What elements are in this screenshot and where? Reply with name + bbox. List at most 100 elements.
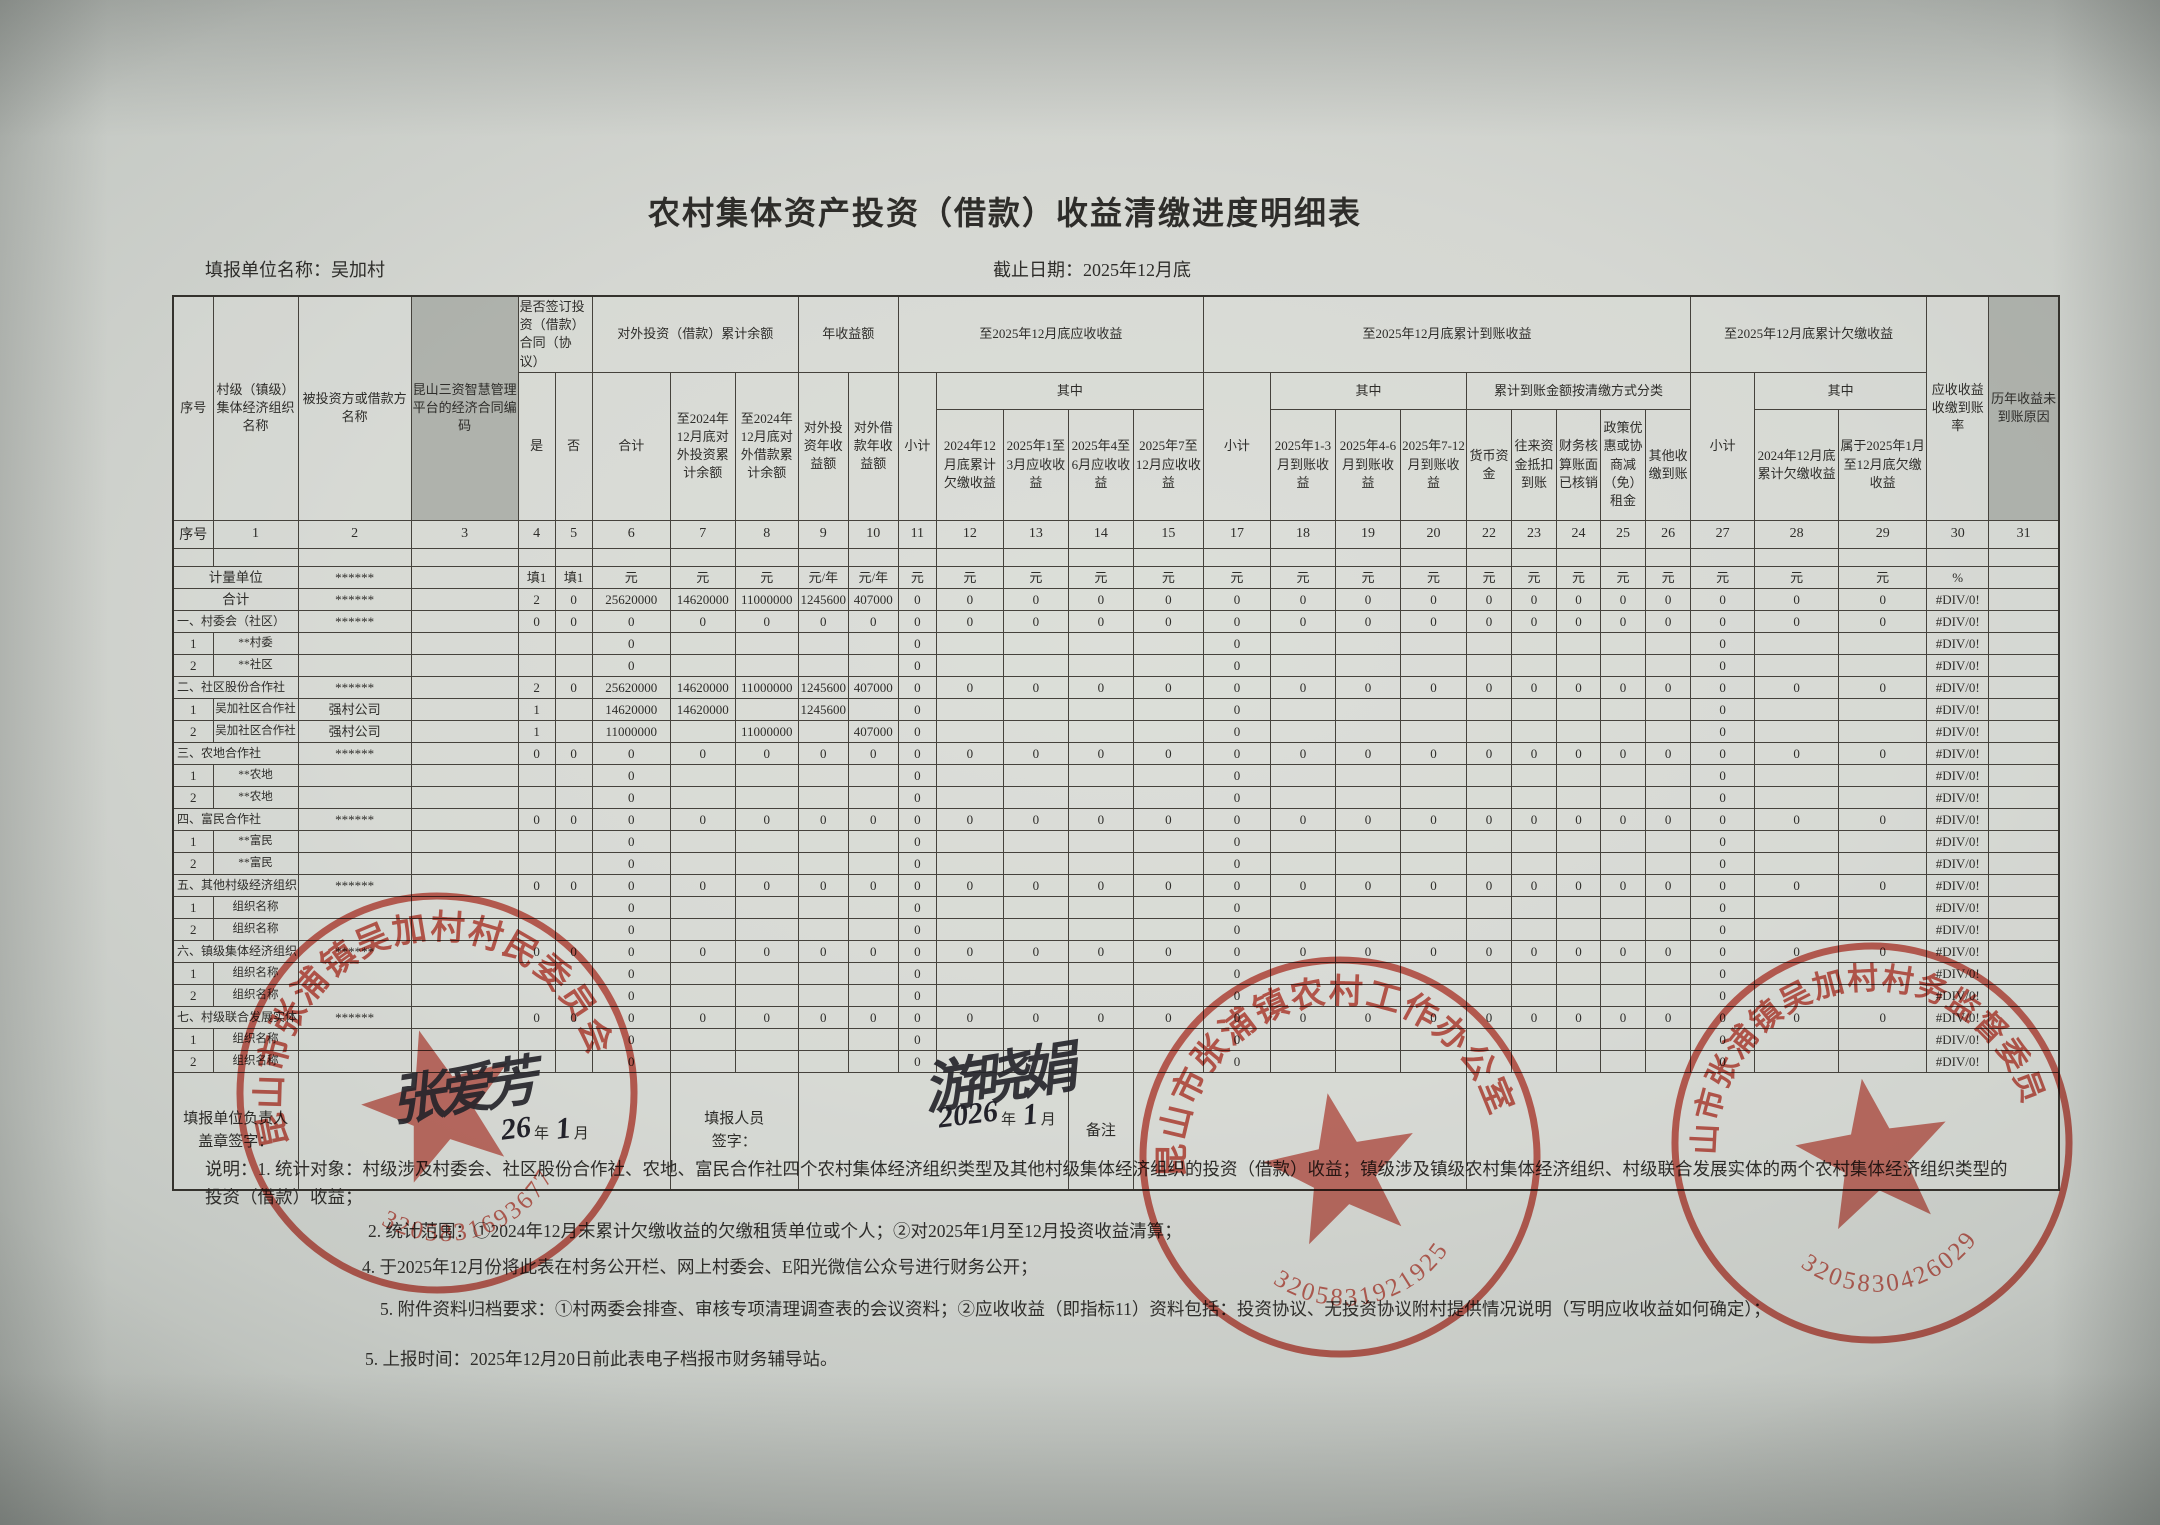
cell: **社区 — [212, 653, 299, 677]
note-line: 投资（借款）收益； — [205, 1186, 363, 1207]
cell — [935, 697, 1004, 721]
cell: **农地 — [212, 763, 299, 787]
cell: **农地 — [212, 785, 299, 809]
cell — [847, 631, 899, 655]
cell — [847, 917, 899, 941]
cell: 0 — [897, 763, 937, 787]
cell: 0 — [1690, 895, 1756, 919]
cell — [1926, 547, 1990, 567]
cell: 元 — [591, 565, 671, 589]
cell: 0 — [1334, 807, 1401, 831]
header-subtotal-27: 小计 — [1690, 371, 1756, 521]
cell: 七、村级联合发展实体 — [172, 1005, 299, 1029]
cell — [1511, 829, 1558, 853]
cell — [1838, 697, 1928, 721]
handwritten-year: 2026 — [936, 1094, 1000, 1135]
cell — [1067, 631, 1134, 655]
cell — [1556, 547, 1602, 567]
cell — [734, 653, 799, 677]
cell: 0 — [1002, 873, 1069, 897]
header-col24: 财务核算账面已核销 — [1556, 408, 1602, 521]
cell — [1002, 961, 1069, 985]
cell — [1838, 1049, 1928, 1073]
cell: 0 — [1690, 873, 1756, 897]
cell: 0 — [1511, 675, 1558, 699]
page-title: 农村集体资产投资（借款）收益清缴进度明细表 — [647, 195, 1362, 231]
cell — [1002, 547, 1069, 567]
stamp-ring — [1671, 942, 2073, 1344]
table-row: 1 **农地 0 0 0 0 #DIV/0! — [172, 763, 2060, 787]
cell: 0 — [1645, 675, 1692, 699]
cell — [669, 895, 736, 919]
header-col26: 其他收缴到账 — [1645, 408, 1692, 521]
cell: 0 — [897, 873, 937, 897]
cell: 0 — [734, 939, 799, 963]
cell — [1690, 547, 1756, 567]
cell: 强村公司 — [297, 697, 412, 721]
cell: 元 — [1269, 565, 1336, 589]
cell: 0 — [897, 675, 937, 699]
cell: 0 — [1399, 807, 1468, 831]
cell: 0 — [897, 939, 937, 963]
cell: 0 — [1269, 873, 1336, 897]
cell: 0 — [1600, 609, 1647, 633]
cell — [847, 983, 899, 1007]
star-icon — [361, 1030, 508, 1183]
cell — [1465, 763, 1513, 787]
cell — [1988, 719, 2060, 743]
cell: 吴加社区合作社 — [212, 719, 299, 743]
table-row: 2 组织名称 0 0 0 0 #DIV/0! — [172, 1049, 2060, 1073]
cell — [1988, 807, 2060, 831]
stamp-ring — [1139, 956, 1541, 1358]
cell: 0 — [734, 873, 799, 897]
cell — [1132, 547, 1204, 567]
cell — [1838, 653, 1928, 677]
cell — [847, 697, 899, 721]
header-col19: 2025年4-6月到账收益 — [1334, 408, 1401, 521]
cell — [1556, 631, 1602, 655]
cell — [1988, 547, 2060, 567]
cell: 0 — [1690, 807, 1756, 831]
cell: % — [1926, 565, 1990, 589]
cell — [1067, 653, 1134, 677]
cell: 0 — [1556, 1005, 1602, 1029]
cell — [797, 631, 849, 655]
cell — [1334, 719, 1401, 743]
col-number: 28 — [1754, 519, 1840, 549]
cell — [1838, 763, 1928, 787]
header-sign-group: 是否签订投资（借款）合同（协议） — [517, 295, 593, 373]
cell — [1988, 609, 2060, 633]
cell — [669, 961, 736, 985]
cell: 0 — [734, 807, 799, 831]
cell — [1399, 547, 1468, 567]
col-number: 4 — [517, 519, 556, 549]
cell — [847, 851, 899, 875]
col-number: 22 — [1465, 519, 1513, 549]
cell — [1645, 763, 1692, 787]
cell — [1067, 547, 1134, 567]
cell — [1269, 763, 1336, 787]
staff-sign-label: 填报人员 签字： — [669, 1071, 799, 1191]
cell: #DIV/0! — [1926, 697, 1990, 721]
note-line: 4. 于2025年12月份将此表在村务公开栏、网上村委会、E阳光微信公众号进行财… — [362, 1256, 1038, 1277]
header-org: 村级（镇级）集体经济组织名称 — [212, 295, 299, 521]
cell: 元 — [1754, 565, 1840, 589]
col-number: 9 — [797, 519, 849, 549]
cell — [1399, 631, 1468, 655]
header-col14: 2025年4至6月应收收益 — [1067, 408, 1134, 521]
cell — [297, 631, 412, 655]
cell — [1600, 1049, 1647, 1073]
cell — [1132, 895, 1204, 919]
header-balance-invest: 至2024年12月底对外投资累计余额 — [669, 371, 736, 521]
cell: 0 — [591, 631, 671, 655]
cell: 0 — [1002, 675, 1069, 699]
table-row: 四、富民合作社 ****** 0 0 0 0 0 0 0 0 0 0 0 0 0 0 0 0 0 0 0 0 0 0 0 0 #DI… — [172, 807, 2060, 831]
cell: 元 — [1202, 565, 1271, 589]
cell: 0 — [1202, 587, 1271, 611]
cell: 元 — [1002, 565, 1069, 589]
cell: 0 — [1067, 807, 1134, 831]
col-number: 23 — [1511, 519, 1558, 549]
cell — [1002, 785, 1069, 809]
cell: 元 — [1645, 565, 1692, 589]
cell — [297, 829, 412, 853]
